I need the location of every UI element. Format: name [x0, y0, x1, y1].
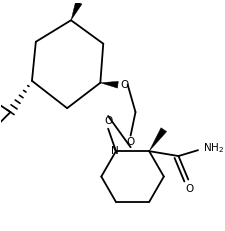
Polygon shape [100, 81, 118, 88]
Text: O: O [120, 80, 128, 90]
Text: N: N [111, 146, 118, 156]
Text: O: O [104, 116, 112, 126]
Text: NH$_2$: NH$_2$ [202, 141, 223, 155]
Text: O: O [126, 137, 134, 147]
Polygon shape [148, 128, 166, 151]
Text: O: O [184, 184, 193, 194]
Polygon shape [71, 1, 82, 20]
